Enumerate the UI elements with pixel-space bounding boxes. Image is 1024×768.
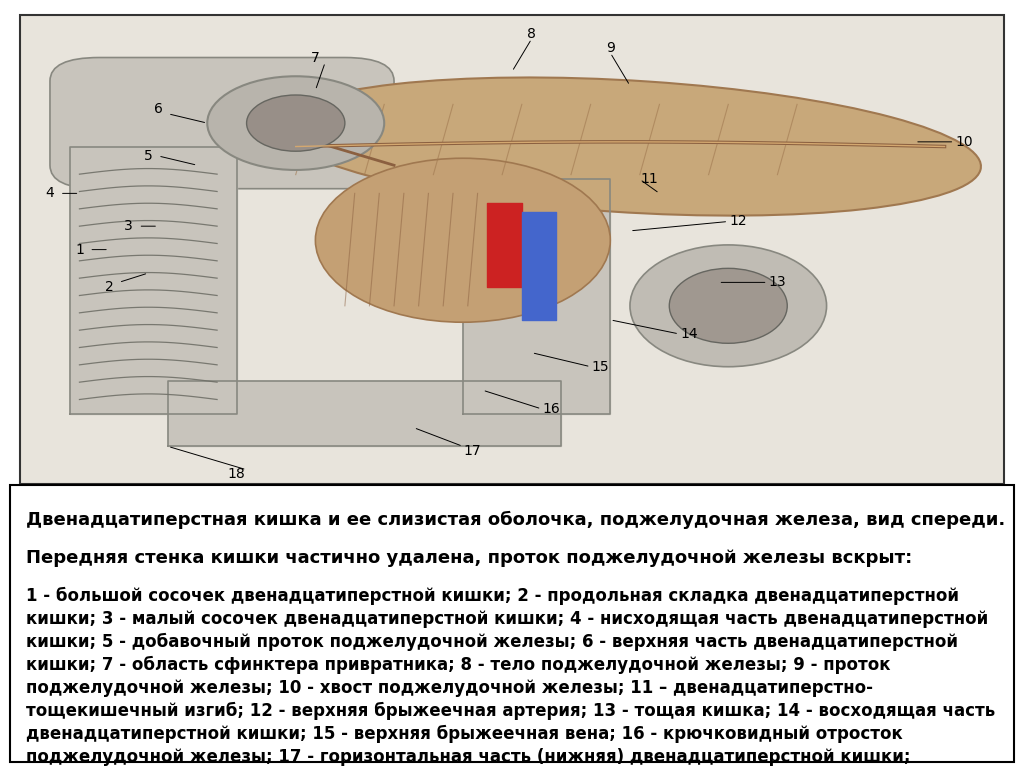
Text: 11: 11 [641,172,658,187]
Text: 8: 8 [527,27,537,41]
Ellipse shape [207,76,384,170]
Polygon shape [168,381,561,446]
Text: 13: 13 [769,276,786,290]
Text: 9: 9 [606,41,614,55]
Ellipse shape [315,158,610,323]
Ellipse shape [279,78,981,216]
Text: Передняя стенка кишки частично удалена, проток поджелудочной железы вскрыт:: Передняя стенка кишки частично удалена, … [26,549,911,567]
FancyBboxPatch shape [10,485,1014,762]
Text: 10: 10 [955,135,973,149]
Text: 3: 3 [124,219,133,233]
Text: 6: 6 [154,102,163,116]
Text: 4: 4 [46,187,54,200]
Text: 7: 7 [311,51,319,65]
Text: 14: 14 [680,327,697,341]
Text: 2: 2 [104,280,114,294]
Text: 17: 17 [464,444,481,458]
Text: 1: 1 [75,243,84,257]
Text: 5: 5 [144,149,153,163]
Text: 15: 15 [592,359,609,374]
Text: Двенадцатиперстная кишка и ее слизистая оболочка, поджелудочная железа, вид спер: Двенадцатиперстная кишка и ее слизистая … [26,511,1005,529]
Text: 1 - большой сосочек двенадцатиперстной кишки; 2 - продольная складка двенадцатип: 1 - большой сосочек двенадцатиперстной к… [26,587,995,768]
FancyBboxPatch shape [50,58,394,189]
Ellipse shape [247,95,345,151]
Polygon shape [70,147,237,414]
Text: 18: 18 [228,468,246,482]
Ellipse shape [670,268,787,343]
Ellipse shape [630,245,826,367]
Text: 12: 12 [729,214,746,229]
Polygon shape [463,180,610,414]
FancyBboxPatch shape [20,15,1004,484]
Text: 16: 16 [543,402,560,416]
